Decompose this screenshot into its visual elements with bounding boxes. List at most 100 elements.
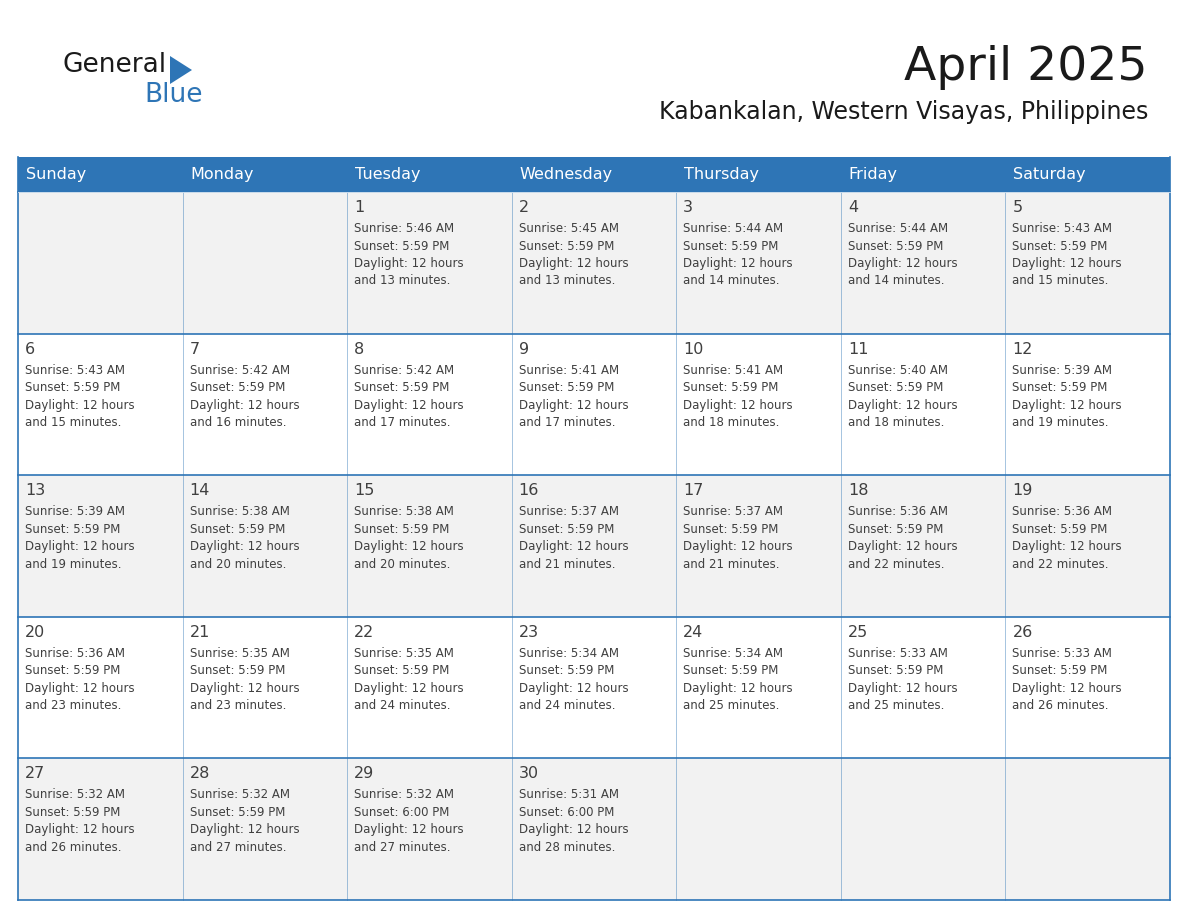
Text: Sunrise: 5:42 AM
Sunset: 5:59 PM
Daylight: 12 hours
and 16 minutes.: Sunrise: 5:42 AM Sunset: 5:59 PM Dayligh… <box>190 364 299 429</box>
Bar <box>18 758 183 900</box>
Text: Sunrise: 5:38 AM
Sunset: 5:59 PM
Daylight: 12 hours
and 20 minutes.: Sunrise: 5:38 AM Sunset: 5:59 PM Dayligh… <box>190 505 299 571</box>
Bar <box>18 333 183 476</box>
Text: Wednesday: Wednesday <box>519 167 613 182</box>
Text: 25: 25 <box>848 625 868 640</box>
Text: Sunrise: 5:45 AM
Sunset: 5:59 PM
Daylight: 12 hours
and 13 minutes.: Sunrise: 5:45 AM Sunset: 5:59 PM Dayligh… <box>519 222 628 287</box>
Text: Friday: Friday <box>849 167 898 182</box>
Text: Sunrise: 5:36 AM
Sunset: 5:59 PM
Daylight: 12 hours
and 23 minutes.: Sunrise: 5:36 AM Sunset: 5:59 PM Dayligh… <box>25 647 134 712</box>
Bar <box>347 157 512 192</box>
Bar <box>676 617 841 758</box>
Text: 9: 9 <box>519 341 529 356</box>
Bar <box>841 617 1005 758</box>
Bar <box>1005 476 1170 617</box>
Polygon shape <box>170 56 192 84</box>
Text: 3: 3 <box>683 200 694 215</box>
Text: Sunrise: 5:33 AM
Sunset: 5:59 PM
Daylight: 12 hours
and 25 minutes.: Sunrise: 5:33 AM Sunset: 5:59 PM Dayligh… <box>848 647 958 712</box>
Bar <box>183 157 347 192</box>
Text: Sunrise: 5:35 AM
Sunset: 5:59 PM
Daylight: 12 hours
and 24 minutes.: Sunrise: 5:35 AM Sunset: 5:59 PM Dayligh… <box>354 647 463 712</box>
Text: Sunrise: 5:38 AM
Sunset: 5:59 PM
Daylight: 12 hours
and 20 minutes.: Sunrise: 5:38 AM Sunset: 5:59 PM Dayligh… <box>354 505 463 571</box>
Bar <box>1005 192 1170 333</box>
Bar <box>841 476 1005 617</box>
Bar <box>841 333 1005 476</box>
Bar <box>183 617 347 758</box>
Bar <box>512 192 676 333</box>
Text: Sunrise: 5:42 AM
Sunset: 5:59 PM
Daylight: 12 hours
and 17 minutes.: Sunrise: 5:42 AM Sunset: 5:59 PM Dayligh… <box>354 364 463 429</box>
Bar <box>676 157 841 192</box>
Text: Sunrise: 5:43 AM
Sunset: 5:59 PM
Daylight: 12 hours
and 15 minutes.: Sunrise: 5:43 AM Sunset: 5:59 PM Dayligh… <box>1012 222 1121 287</box>
Text: Sunrise: 5:32 AM
Sunset: 6:00 PM
Daylight: 12 hours
and 27 minutes.: Sunrise: 5:32 AM Sunset: 6:00 PM Dayligh… <box>354 789 463 854</box>
Text: 17: 17 <box>683 483 703 498</box>
Bar <box>18 192 183 333</box>
Text: Sunrise: 5:32 AM
Sunset: 5:59 PM
Daylight: 12 hours
and 26 minutes.: Sunrise: 5:32 AM Sunset: 5:59 PM Dayligh… <box>25 789 134 854</box>
Bar <box>512 476 676 617</box>
Bar <box>18 157 183 192</box>
Bar <box>1005 157 1170 192</box>
Text: 27: 27 <box>25 767 45 781</box>
Text: Sunrise: 5:36 AM
Sunset: 5:59 PM
Daylight: 12 hours
and 22 minutes.: Sunrise: 5:36 AM Sunset: 5:59 PM Dayligh… <box>1012 505 1121 571</box>
Text: 20: 20 <box>25 625 45 640</box>
Text: Sunrise: 5:34 AM
Sunset: 5:59 PM
Daylight: 12 hours
and 24 minutes.: Sunrise: 5:34 AM Sunset: 5:59 PM Dayligh… <box>519 647 628 712</box>
Text: 23: 23 <box>519 625 539 640</box>
Text: 14: 14 <box>190 483 210 498</box>
Bar <box>347 758 512 900</box>
Bar <box>347 476 512 617</box>
Text: Blue: Blue <box>144 82 202 108</box>
Text: 4: 4 <box>848 200 858 215</box>
Text: Sunrise: 5:34 AM
Sunset: 5:59 PM
Daylight: 12 hours
and 25 minutes.: Sunrise: 5:34 AM Sunset: 5:59 PM Dayligh… <box>683 647 792 712</box>
Text: Sunrise: 5:37 AM
Sunset: 5:59 PM
Daylight: 12 hours
and 21 minutes.: Sunrise: 5:37 AM Sunset: 5:59 PM Dayligh… <box>683 505 792 571</box>
Text: 12: 12 <box>1012 341 1032 356</box>
Bar <box>183 192 347 333</box>
Bar <box>347 617 512 758</box>
Bar <box>347 333 512 476</box>
Text: Sunrise: 5:44 AM
Sunset: 5:59 PM
Daylight: 12 hours
and 14 minutes.: Sunrise: 5:44 AM Sunset: 5:59 PM Dayligh… <box>848 222 958 287</box>
Text: 8: 8 <box>354 341 365 356</box>
Text: 26: 26 <box>1012 625 1032 640</box>
Bar <box>18 617 183 758</box>
Text: Sunrise: 5:40 AM
Sunset: 5:59 PM
Daylight: 12 hours
and 18 minutes.: Sunrise: 5:40 AM Sunset: 5:59 PM Dayligh… <box>848 364 958 429</box>
Text: April 2025: April 2025 <box>904 45 1148 90</box>
Text: 21: 21 <box>190 625 210 640</box>
Bar <box>512 333 676 476</box>
Text: Sunday: Sunday <box>26 167 87 182</box>
Text: Sunrise: 5:44 AM
Sunset: 5:59 PM
Daylight: 12 hours
and 14 minutes.: Sunrise: 5:44 AM Sunset: 5:59 PM Dayligh… <box>683 222 792 287</box>
Text: 22: 22 <box>354 625 374 640</box>
Text: 28: 28 <box>190 767 210 781</box>
Text: 11: 11 <box>848 341 868 356</box>
Bar <box>183 333 347 476</box>
Text: 15: 15 <box>354 483 374 498</box>
Text: 18: 18 <box>848 483 868 498</box>
Text: 6: 6 <box>25 341 36 356</box>
Text: Monday: Monday <box>190 167 254 182</box>
Text: 5: 5 <box>1012 200 1023 215</box>
Bar <box>347 192 512 333</box>
Bar <box>676 192 841 333</box>
Bar <box>1005 617 1170 758</box>
Text: Sunrise: 5:43 AM
Sunset: 5:59 PM
Daylight: 12 hours
and 15 minutes.: Sunrise: 5:43 AM Sunset: 5:59 PM Dayligh… <box>25 364 134 429</box>
Text: Sunrise: 5:36 AM
Sunset: 5:59 PM
Daylight: 12 hours
and 22 minutes.: Sunrise: 5:36 AM Sunset: 5:59 PM Dayligh… <box>848 505 958 571</box>
Text: 24: 24 <box>683 625 703 640</box>
Text: 1: 1 <box>354 200 365 215</box>
Bar <box>676 333 841 476</box>
Bar <box>1005 333 1170 476</box>
Text: Thursday: Thursday <box>684 167 759 182</box>
Text: 7: 7 <box>190 341 200 356</box>
Bar <box>512 617 676 758</box>
Text: 29: 29 <box>354 767 374 781</box>
Text: Sunrise: 5:39 AM
Sunset: 5:59 PM
Daylight: 12 hours
and 19 minutes.: Sunrise: 5:39 AM Sunset: 5:59 PM Dayligh… <box>25 505 134 571</box>
Text: General: General <box>62 52 166 78</box>
Bar <box>1005 758 1170 900</box>
Bar <box>512 157 676 192</box>
Bar <box>183 758 347 900</box>
Text: Sunrise: 5:33 AM
Sunset: 5:59 PM
Daylight: 12 hours
and 26 minutes.: Sunrise: 5:33 AM Sunset: 5:59 PM Dayligh… <box>1012 647 1121 712</box>
Bar <box>841 758 1005 900</box>
Text: 2: 2 <box>519 200 529 215</box>
Text: 30: 30 <box>519 767 539 781</box>
Bar <box>676 758 841 900</box>
Bar <box>841 192 1005 333</box>
Text: Tuesday: Tuesday <box>355 167 421 182</box>
Text: Saturday: Saturday <box>1013 167 1086 182</box>
Text: Sunrise: 5:32 AM
Sunset: 5:59 PM
Daylight: 12 hours
and 27 minutes.: Sunrise: 5:32 AM Sunset: 5:59 PM Dayligh… <box>190 789 299 854</box>
Bar <box>841 157 1005 192</box>
Text: Sunrise: 5:41 AM
Sunset: 5:59 PM
Daylight: 12 hours
and 18 minutes.: Sunrise: 5:41 AM Sunset: 5:59 PM Dayligh… <box>683 364 792 429</box>
Text: Sunrise: 5:31 AM
Sunset: 6:00 PM
Daylight: 12 hours
and 28 minutes.: Sunrise: 5:31 AM Sunset: 6:00 PM Dayligh… <box>519 789 628 854</box>
